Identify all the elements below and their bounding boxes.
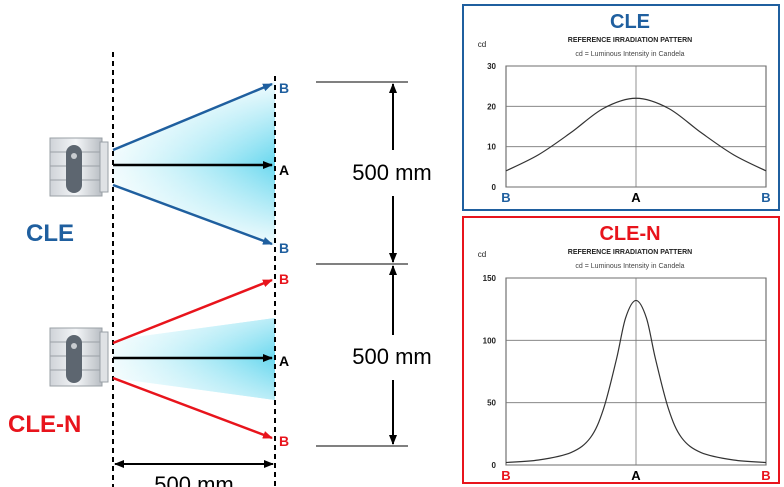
clen-label: CLE-N bbox=[8, 411, 81, 438]
clen-arrow-upper bbox=[112, 278, 273, 345]
x-axis-label: B bbox=[761, 468, 770, 483]
point-a-clen: A bbox=[279, 353, 289, 369]
cle-label: CLE bbox=[26, 220, 74, 247]
distance-horizontal-label: 500 mm bbox=[154, 472, 233, 487]
irradiation-curve bbox=[505, 97, 767, 172]
cle-chart-unit: cd bbox=[478, 40, 486, 49]
y-tick-label: 0 bbox=[492, 183, 497, 192]
irradiation-curve bbox=[505, 299, 767, 464]
x-axis-label: B bbox=[501, 468, 510, 483]
dimension-lower bbox=[316, 265, 408, 447]
clen-arrow-lower bbox=[112, 376, 273, 440]
clen-sensor-icon bbox=[49, 327, 109, 387]
distance-upper-label: 500 mm bbox=[352, 160, 431, 185]
cle-chart-panel: CLE REFERENCE IRRADIATION PATTERN cd = L… bbox=[462, 4, 780, 211]
x-axis-label: A bbox=[631, 190, 641, 205]
clen-chart-panel: CLE-N REFERENCE IRRADIATION PATTERN cd =… bbox=[462, 216, 780, 484]
clen-chart-unit: cd bbox=[478, 250, 486, 259]
clen-chart-subtitle: REFERENCE IRRADIATION PATTERN bbox=[568, 249, 692, 256]
x-axis-label: B bbox=[761, 190, 770, 205]
cle-beam bbox=[113, 82, 275, 245]
cle-arrow-lower bbox=[112, 183, 273, 246]
clen-chart-title: CLE-N bbox=[599, 223, 660, 245]
point-b-clen-bottom: B bbox=[279, 433, 289, 449]
x-axis-label: A bbox=[631, 468, 641, 483]
point-b-cle-bottom: B bbox=[279, 240, 289, 256]
y-tick-label: 20 bbox=[487, 102, 496, 111]
distance-lower-label: 500 mm bbox=[352, 344, 431, 369]
point-b-cle-top: B bbox=[279, 80, 289, 96]
x-axis-label: B bbox=[501, 190, 510, 205]
point-b-clen-top: B bbox=[279, 271, 289, 287]
y-tick-label: 50 bbox=[487, 399, 496, 408]
cle-chart-title: CLE bbox=[610, 11, 650, 33]
cle-chart-caption: cd = Luminous Intensity in Candela bbox=[575, 51, 684, 58]
cle-arrow-upper bbox=[112, 82, 273, 152]
y-tick-label: 0 bbox=[492, 461, 497, 470]
y-tick-label: 10 bbox=[487, 143, 496, 152]
y-tick-label: 30 bbox=[487, 62, 496, 71]
dimension-upper bbox=[316, 81, 408, 265]
y-tick-label: 150 bbox=[483, 274, 497, 283]
y-tick-label: 100 bbox=[483, 336, 497, 345]
clen-chart-caption: cd = Luminous Intensity in Candela bbox=[575, 263, 684, 270]
cle-chart-subtitle: REFERENCE IRRADIATION PATTERN bbox=[568, 37, 692, 44]
cle-sensor-icon bbox=[49, 137, 109, 197]
point-a-cle: A bbox=[279, 162, 289, 178]
